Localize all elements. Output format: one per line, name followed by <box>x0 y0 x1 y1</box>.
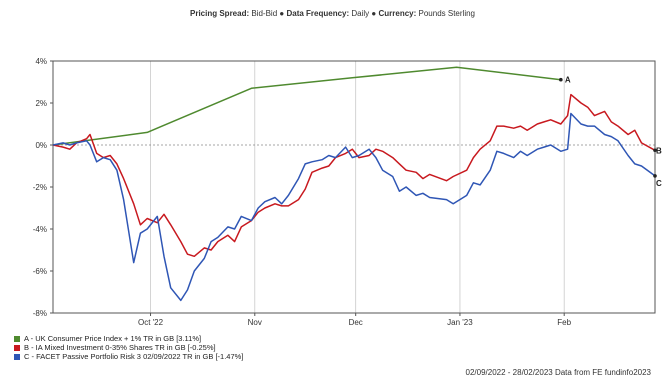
y-tick-label: -8% <box>33 309 47 318</box>
plot-frame <box>52 60 656 314</box>
chart-header: Pricing Spread: Bid-Bid ● Data Frequency… <box>0 9 665 18</box>
legend-swatch <box>14 344 20 351</box>
x-tick-label: Jan '23 <box>447 318 473 327</box>
frequency-key: Data Frequency: <box>286 9 350 18</box>
series-end-label-a: A <box>565 76 571 85</box>
axis-layer: Oct '22 Nov Dec Jan '23 Feb 4% 2% 0% -2% -4% -6% -8… <box>33 57 656 327</box>
legend-item-c: C - FACET Passive Portfolio Risk 3 02/09… <box>14 352 243 361</box>
y-tick-label: 4% <box>35 57 47 66</box>
series-layer <box>52 66 656 302</box>
frequency-value: Daily <box>351 9 370 18</box>
y-tick-label: 0% <box>35 141 47 150</box>
series-line-c <box>52 112 656 302</box>
x-tick-label: Nov <box>248 318 262 327</box>
series-end-label-b: B <box>656 146 662 155</box>
label-layer: A B C <box>559 76 662 188</box>
currency-key: Currency: <box>378 9 417 18</box>
legend-item-b: B - IA Mixed Investment 0-35% Shares TR … <box>14 343 243 352</box>
x-tick-label: Dec <box>349 318 363 327</box>
series-end-dot-c <box>653 174 657 178</box>
spread-value: Bid-Bid <box>251 9 278 18</box>
legend-swatch <box>14 353 20 360</box>
y-tick-label: -4% <box>33 225 47 234</box>
series-end-dot-b <box>653 148 657 153</box>
legend-swatch <box>14 335 20 342</box>
series-end-dot-a <box>559 77 563 82</box>
x-tick-label: Oct '22 <box>138 318 164 327</box>
y-tick-label: 2% <box>35 99 47 108</box>
legend-item-a: A - UK Consumer Price Index + 1% TR in G… <box>14 334 243 343</box>
series-line-b <box>52 93 656 258</box>
grid-layer <box>53 61 655 313</box>
y-tick-label: -6% <box>33 267 47 276</box>
separator-1: ● <box>279 9 285 18</box>
legend: A - UK Consumer Price Index + 1% TR in G… <box>14 334 243 361</box>
series-line-a <box>52 66 561 146</box>
separator-2: ● <box>371 9 377 18</box>
series-end-label-c: C <box>656 179 662 188</box>
currency-value: Pounds Sterling <box>418 9 475 18</box>
legend-label: C - FACET Passive Portfolio Risk 3 02/09… <box>24 352 244 361</box>
legend-label: A - UK Consumer Price Index + 1% TR in G… <box>24 334 202 343</box>
legend-label: B - IA Mixed Investment 0-35% Shares TR … <box>24 343 216 352</box>
y-tick-label: -2% <box>33 183 47 192</box>
date-range-footer: 02/09/2022 - 28/02/2023 Data from FE fun… <box>465 368 651 377</box>
spread-key: Pricing Spread: <box>190 9 250 18</box>
x-tick-label: Feb <box>557 318 571 327</box>
